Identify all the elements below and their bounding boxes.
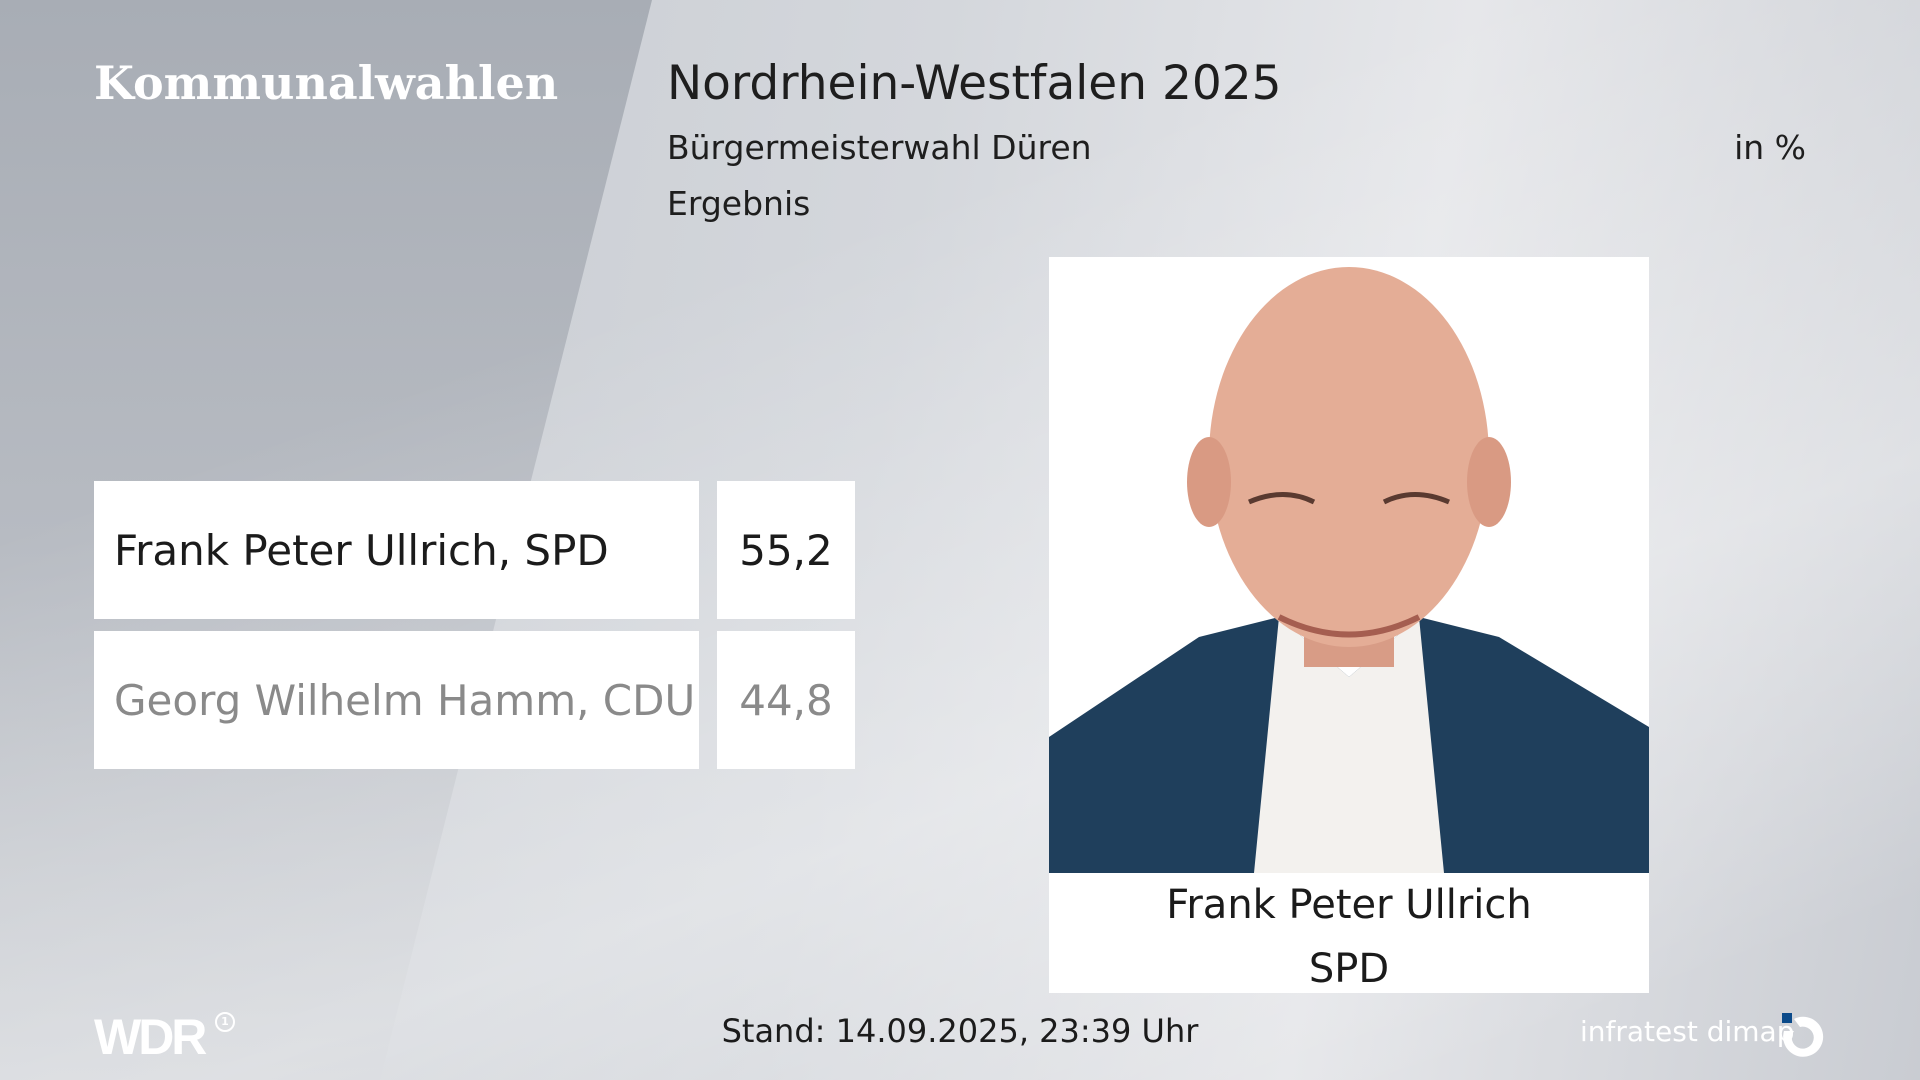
pollster-logo: infratest dimap xyxy=(1580,1015,1795,1048)
subtitle: Bürgermeisterwahl Düren xyxy=(667,128,1092,167)
unit-label: in % xyxy=(1734,128,1806,167)
wdr-logo: WDR xyxy=(94,1009,207,1065)
candidate-value-1: 55,2 xyxy=(717,481,855,619)
brand-title: Kommunalwahlen xyxy=(94,56,559,110)
ard-one-icon: 1 xyxy=(215,1012,235,1032)
infratest-logo-icon xyxy=(1780,1013,1828,1065)
timestamp: Stand: 14.09.2025, 23:39 Uhr xyxy=(721,1012,1199,1050)
candidate-name-1: Frank Peter Ullrich, SPD xyxy=(94,481,699,619)
candidate-name-2: Georg Wilhelm Hamm, CDU xyxy=(94,631,699,769)
page-title: Nordrhein-Westfalen 2025 xyxy=(667,56,1282,111)
caption-party: SPD xyxy=(1308,946,1390,992)
photo-caption: Frank Peter Ullrich SPD xyxy=(1049,873,1649,993)
candidate-value-2: 44,8 xyxy=(717,631,855,769)
candidate-photo xyxy=(1049,257,1649,873)
caption-name: Frank Peter Ullrich xyxy=(1166,882,1532,928)
subtitle-result: Ergebnis xyxy=(667,184,811,223)
